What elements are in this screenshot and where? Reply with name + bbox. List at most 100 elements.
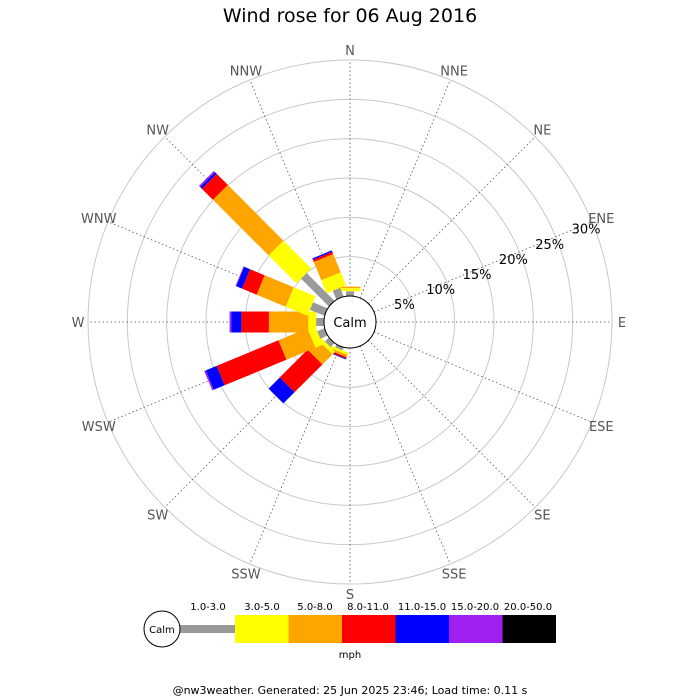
spoke [164,340,332,508]
grid-ring [205,177,495,467]
legend-swatch [342,615,396,643]
petal-segment-nnw [321,272,347,294]
radial-tick-labels: 5% 10% 15% 20% 25% 30% [394,223,600,313]
spoke [373,331,593,423]
legend-bin-label: 1.0-3.0 [190,602,225,613]
legend-swatch [180,625,235,633]
petal-segment-sw [324,337,335,348]
petal-segment-w [316,318,324,326]
legend-bin-label: 5.0-8.0 [297,602,332,613]
spoke [373,221,593,313]
petal-segment-nnw [313,254,341,281]
spoke [249,345,341,565]
legend-swatch [235,615,289,643]
spoke [164,136,332,304]
direction-label: E [618,316,626,331]
grid-ring [87,59,613,585]
direction-label: SW [147,508,168,523]
spoke [359,345,451,565]
legend-swatch [449,615,503,643]
petal-segment-nw [200,172,217,189]
direction-label: NNE [440,65,468,80]
legend-bin-label: 11.0-15.0 [398,602,446,613]
petal-segment-wsw [216,340,287,386]
petal-segment-n [339,288,361,292]
petal-segment-wsw [278,328,316,360]
legend-swatch [288,615,342,643]
petal-segment-nw [268,240,312,284]
radial-tick-label: 5% [394,298,415,313]
petal-segment-w [308,311,317,333]
legend-bin-label: 15.0-20.0 [451,602,499,613]
petal-segment-wnw [309,302,328,316]
radial-tick-label: 20% [499,253,528,268]
legend-bin-label: 3.0-5.0 [244,602,279,613]
petal-segment-sw [317,336,336,355]
calm-center: Calm [323,295,377,349]
legend-bin-label: 20.0-50.0 [504,602,552,613]
spoke [107,331,327,423]
direction-label: WNW [81,212,117,227]
petal-segment-nw [199,171,215,187]
legend-calm-circle [143,610,181,648]
direction-label: ESE [589,420,614,435]
petal-segment-wsw [205,365,225,390]
petal-segment-nw [212,184,284,256]
petal-segment-wsw [204,370,214,391]
petal-segment-w [229,311,232,333]
legend-swatch [502,615,556,643]
spoke [359,79,451,299]
petal-segment-wnw [285,287,316,316]
petal-segment-nnw [312,251,334,262]
petal-segment-nnw [332,287,344,300]
direction-label: N [345,44,355,59]
petal-segment-w [241,311,269,333]
direction-label: SSE [442,567,467,582]
spoke [368,136,536,304]
petal-segment-w [231,311,242,333]
petal-segment-nnw [312,250,333,260]
petal-segment-n [339,286,361,289]
wind-petals [199,171,361,404]
direction-label: SE [534,508,550,523]
petal-segment-wnw [235,266,245,287]
petal-segment-ssw [335,344,344,351]
calm-circle [323,295,377,349]
petal-segment-w [268,311,309,333]
direction-label: NE [533,124,551,139]
legend-units-label: mph [339,650,361,661]
petal-segment-nw [301,273,335,307]
petal-segment-wnw [256,275,294,307]
spoke [107,221,327,313]
speed-legend: 1.0-3.0 3.0-5.0 5.0-8.0 8.0-11.0 11.0-15.0 15… [143,602,556,661]
petal-segment-wsw [317,328,328,339]
direction-label: W [72,316,85,331]
direction-label: S [346,588,354,603]
direction-label: NNW [230,65,262,80]
petal-segment-wnw [242,269,265,295]
petal-segment-sw [268,377,295,404]
direction-label: SSW [231,567,261,582]
spoke [368,340,536,508]
direction-label: ENE [588,212,614,227]
polar-grid [87,59,613,585]
direction-label: NW [146,124,169,139]
radial-tick-label: 15% [463,268,492,283]
petal-segment-wnw [236,266,251,289]
footer-text: @nw3weather. Generated: 25 Jun 2025 23:4… [172,684,528,697]
legend-swatch [395,615,449,643]
petal-segment-sw [279,349,323,393]
direction-labels: N NNE NE ENE E ESE SE SSE S SSW SW WSW W WNW NW NNW [72,44,627,603]
radial-tick-label: 25% [535,238,564,253]
spoke [249,79,341,299]
calm-label: Calm [333,316,366,331]
petal-segment-ssw [328,344,349,356]
petal-segment-n [346,291,354,296]
radial-tick-label: 30% [572,223,601,238]
legend-bin-label: 8.0-11.0 [347,602,389,613]
radial-tick-label: 10% [426,283,455,298]
legend-calm-label: Calm [149,625,175,636]
chart-title: Wind rose for 06 Aug 2016 [222,5,478,27]
direction-label: WSW [82,420,116,435]
